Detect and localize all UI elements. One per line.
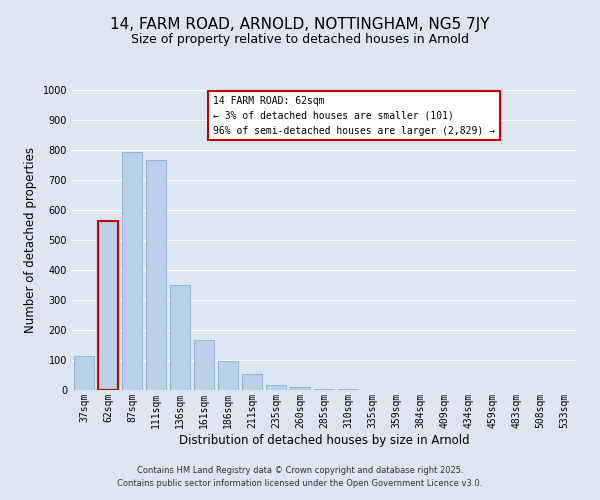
Bar	[242, 374, 262, 390]
Bar	[122, 152, 142, 390]
Bar	[146, 160, 166, 390]
Text: 14 FARM ROAD: 62sqm
← 3% of detached houses are smaller (101)
96% of semi-detach: 14 FARM ROAD: 62sqm ← 3% of detached hou…	[213, 96, 495, 136]
Bar	[98, 220, 118, 390]
Text: Size of property relative to detached houses in Arnold: Size of property relative to detached ho…	[131, 32, 469, 46]
Bar	[74, 356, 94, 390]
Bar	[170, 285, 190, 390]
X-axis label: Distribution of detached houses by size in Arnold: Distribution of detached houses by size …	[179, 434, 469, 446]
Bar	[266, 384, 286, 390]
Bar	[194, 340, 214, 390]
Bar	[338, 389, 358, 390]
Text: Contains HM Land Registry data © Crown copyright and database right 2025.
Contai: Contains HM Land Registry data © Crown c…	[118, 466, 482, 487]
Text: 14, FARM ROAD, ARNOLD, NOTTINGHAM, NG5 7JY: 14, FARM ROAD, ARNOLD, NOTTINGHAM, NG5 7…	[110, 18, 490, 32]
Y-axis label: Number of detached properties: Number of detached properties	[24, 147, 37, 333]
Bar	[218, 360, 238, 390]
Bar	[290, 387, 310, 390]
Bar	[314, 388, 334, 390]
